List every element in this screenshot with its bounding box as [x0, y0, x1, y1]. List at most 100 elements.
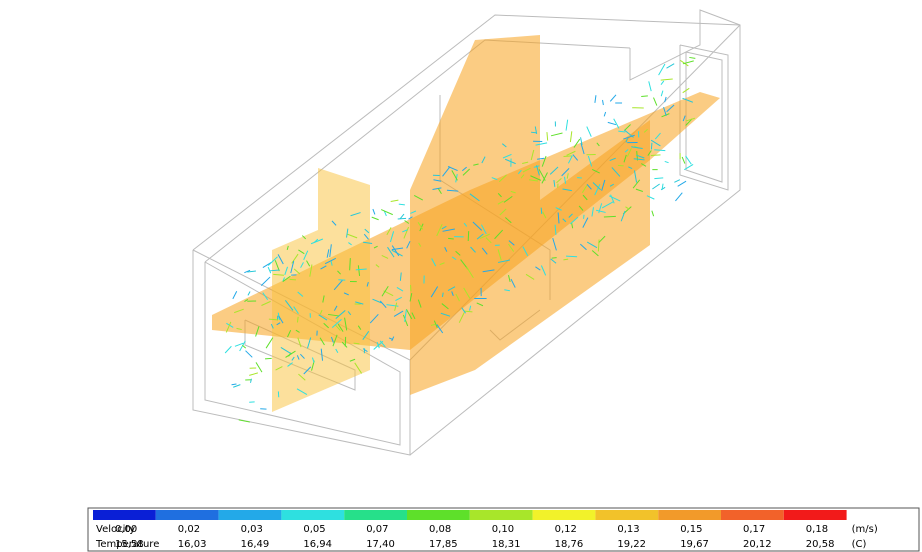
- arrow: [649, 81, 651, 91]
- arrow: [448, 238, 454, 239]
- legend-value: 16,03: [178, 539, 207, 550]
- legend-value: 0,17: [743, 524, 765, 535]
- legend-value: 19,22: [617, 539, 646, 550]
- arrow: [381, 210, 393, 215]
- legend-value: 16,49: [241, 539, 270, 550]
- legend-value: 18,76: [555, 539, 584, 550]
- legend-value: 20,12: [743, 539, 772, 550]
- arrow: [566, 120, 568, 131]
- legend-value: 0,00: [115, 524, 137, 535]
- arrow: [233, 385, 240, 388]
- arrow: [665, 161, 669, 162]
- legend-value: 0,08: [429, 524, 451, 535]
- arrow: [651, 143, 652, 150]
- arrow: [398, 218, 406, 219]
- legend-value: 19,67: [680, 539, 709, 550]
- color-swatch: [470, 510, 533, 520]
- color-swatch: [156, 510, 219, 520]
- arrow: [268, 267, 271, 273]
- color-swatch: [595, 510, 658, 520]
- arrow: [689, 57, 695, 58]
- legend-value: 0,18: [806, 524, 828, 535]
- viewport: Velocity0,000,020,030,050,070,080,100,12…: [0, 0, 922, 552]
- arrow: [618, 165, 624, 166]
- arrow: [653, 98, 656, 106]
- arrow: [651, 155, 661, 156]
- arrow: [595, 95, 596, 103]
- legend-value: 0,12: [555, 524, 577, 535]
- legend-value: 0,13: [617, 524, 639, 535]
- wire: [630, 10, 740, 80]
- legend-value: 20,58: [806, 539, 835, 550]
- legend-value: 0,02: [178, 524, 200, 535]
- color-swatch: [344, 510, 407, 520]
- arrow: [297, 317, 298, 323]
- legend-unit: (C): [852, 539, 867, 550]
- legend-value: 15,58: [115, 539, 144, 550]
- arrow: [652, 184, 659, 189]
- arrow: [682, 157, 685, 164]
- arrow: [551, 133, 562, 136]
- vertical-plane: [272, 168, 370, 412]
- arrow: [652, 211, 654, 216]
- arrow: [541, 208, 542, 214]
- legend-value: 0,07: [366, 524, 388, 535]
- arrow: [265, 358, 272, 359]
- arrow: [661, 91, 663, 97]
- legend-value: 0,05: [303, 524, 325, 535]
- arrow: [233, 291, 237, 299]
- arrow: [614, 119, 619, 129]
- arrow: [654, 178, 663, 179]
- legend-value: 17,85: [429, 539, 458, 550]
- color-swatch: [219, 510, 282, 520]
- arrow: [667, 64, 675, 68]
- arrow: [242, 345, 245, 348]
- arrow: [391, 200, 399, 201]
- arrow: [245, 351, 252, 358]
- arrow: [547, 132, 548, 140]
- arrow: [248, 291, 250, 295]
- arrow: [372, 217, 379, 220]
- legend-value: 0,15: [680, 524, 702, 535]
- arrow: [604, 216, 616, 217]
- arrow: [232, 384, 237, 385]
- color-swatch: [533, 510, 596, 520]
- arrow: [665, 97, 666, 102]
- arrow: [674, 180, 679, 183]
- legend-value: 0,03: [241, 524, 263, 535]
- arrow: [661, 79, 673, 80]
- legend-value: 0,10: [492, 524, 514, 535]
- arrow: [564, 156, 572, 157]
- color-swatch: [721, 510, 784, 520]
- arrow: [566, 256, 577, 257]
- arrow: [350, 258, 351, 270]
- color-swatch: [93, 510, 156, 520]
- arrow: [610, 95, 616, 102]
- arrow: [266, 338, 273, 349]
- legend-value: 17,40: [366, 539, 395, 550]
- arrow: [261, 277, 270, 286]
- page: Velocity0,000,020,030,050,070,080,100,12…: [0, 0, 922, 552]
- arrow: [570, 131, 571, 142]
- arrow: [661, 81, 664, 85]
- arrow: [399, 204, 405, 205]
- arrow: [269, 319, 278, 320]
- arrow: [256, 362, 262, 372]
- legend-value: 16,94: [303, 539, 332, 550]
- legend-value: 18,31: [492, 539, 521, 550]
- arrow: [641, 96, 648, 97]
- color-swatch: [281, 510, 344, 520]
- arrow: [604, 112, 605, 116]
- legend-unit: (m/s): [852, 524, 878, 535]
- color-swatch: [658, 510, 721, 520]
- arrow: [249, 373, 258, 375]
- arrow: [531, 132, 537, 133]
- color-swatch: [407, 510, 470, 520]
- arrow: [563, 259, 568, 260]
- arrow: [608, 122, 616, 124]
- arrow: [603, 100, 604, 105]
- arrow: [411, 285, 412, 291]
- arrow: [683, 61, 694, 64]
- arrow: [675, 193, 682, 201]
- vertical-plane: [410, 35, 650, 395]
